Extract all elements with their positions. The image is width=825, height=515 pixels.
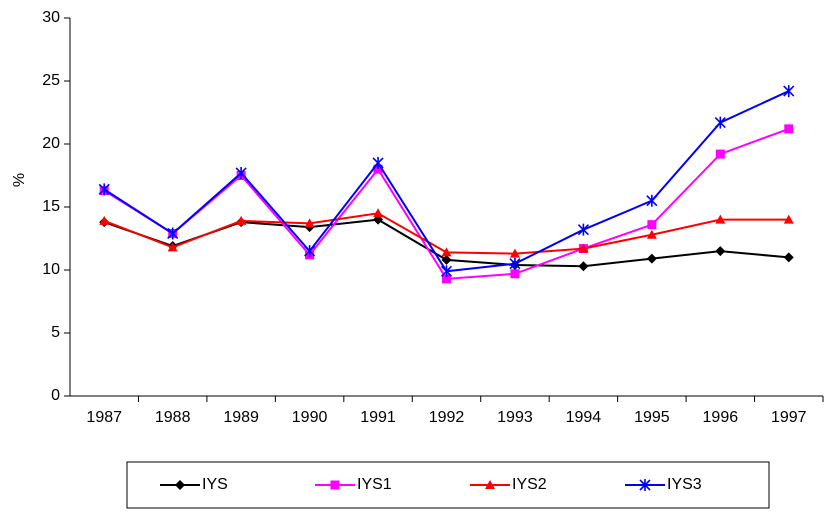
x-tick-label: 1991 [360, 409, 396, 426]
marker [330, 480, 340, 490]
x-tick-label: 1988 [155, 409, 191, 426]
marker [714, 116, 726, 129]
marker [98, 183, 110, 196]
x-tick-label: 1993 [497, 409, 533, 426]
y-tick-label: 10 [42, 261, 60, 278]
marker [715, 246, 726, 257]
y-axis-label: % [11, 173, 28, 187]
x-tick-label: 1994 [566, 409, 602, 426]
y-tick-label: 25 [42, 72, 60, 89]
marker [646, 194, 658, 207]
marker [639, 479, 651, 491]
marker [373, 164, 383, 174]
marker [578, 243, 589, 253]
marker [236, 215, 247, 225]
marker [440, 265, 453, 278]
y-tick-label: 15 [42, 198, 60, 215]
marker [783, 85, 795, 98]
x-tick-label: 1992 [429, 409, 465, 426]
x-tick-label: 1987 [86, 409, 122, 426]
marker [577, 223, 589, 236]
marker [441, 254, 452, 265]
marker [235, 166, 247, 179]
marker [167, 227, 179, 240]
marker [783, 214, 794, 224]
legend-label: IYS2 [512, 476, 547, 493]
marker [783, 252, 794, 263]
marker [509, 248, 520, 258]
marker [578, 261, 589, 272]
marker [441, 247, 452, 257]
marker [99, 215, 110, 225]
marker [442, 274, 451, 284]
marker [646, 229, 657, 239]
legend: IYS IYS1 IYS2 IYS3 [126, 461, 770, 509]
x-tick-label: 1990 [292, 409, 328, 426]
y-tick-label: 30 [42, 9, 60, 26]
legend-label: IYS1 [357, 476, 392, 493]
marker [509, 257, 521, 270]
marker [175, 480, 185, 490]
marker [715, 214, 726, 224]
marker [373, 208, 384, 218]
legend-label: IYS3 [667, 476, 702, 493]
series-line [103, 90, 790, 273]
marker [510, 269, 520, 279]
marker [784, 124, 794, 134]
marker [646, 253, 657, 264]
marker [715, 149, 725, 159]
x-tick-label: 1997 [771, 409, 807, 426]
legend-label: IYS [202, 476, 228, 493]
x-tick-label: 1989 [223, 409, 259, 426]
marker [647, 220, 657, 230]
x-tick-label: 1995 [634, 409, 670, 426]
marker [304, 245, 316, 258]
marker [372, 156, 384, 169]
marker [485, 480, 495, 489]
y-tick-label: 20 [42, 135, 60, 152]
marker [167, 242, 178, 252]
marker [304, 218, 315, 228]
y-tick-label: 0 [51, 387, 60, 404]
y-tick-label: 5 [51, 324, 60, 341]
x-tick-label: 1996 [703, 409, 739, 426]
